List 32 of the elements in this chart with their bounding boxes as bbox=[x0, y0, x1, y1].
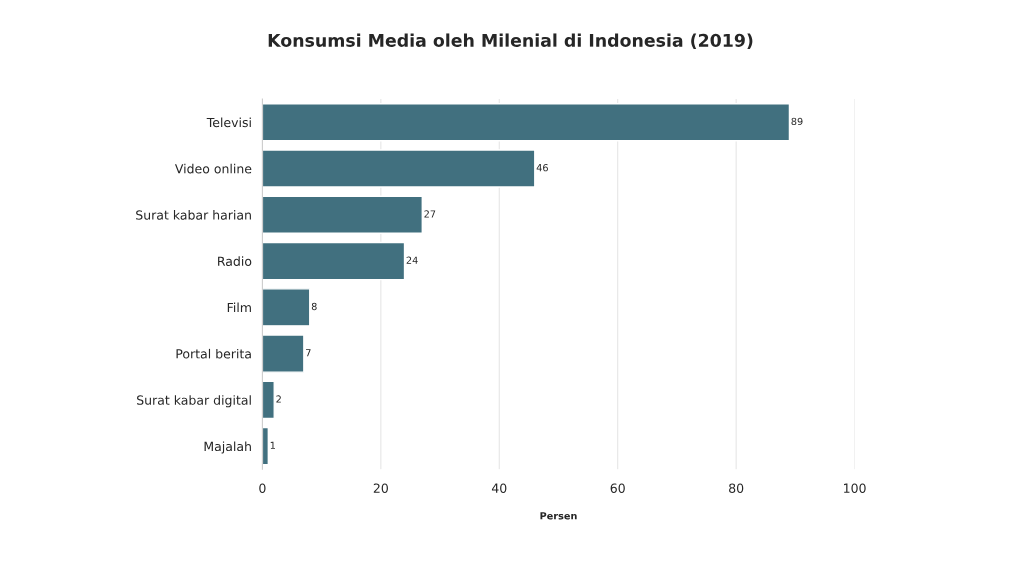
y-tick-label: Televisi bbox=[206, 117, 251, 128]
y-tick-label: Surat kabar digital bbox=[137, 395, 251, 408]
y-tick-label: Surat kabar harian bbox=[136, 210, 251, 220]
data-label: 8 bbox=[311, 302, 317, 311]
data-label: 2 bbox=[276, 395, 281, 403]
bar bbox=[262, 195, 423, 235]
x-tick-label: 20 bbox=[373, 483, 388, 493]
data-label: 1 bbox=[270, 441, 275, 449]
bar bbox=[262, 380, 275, 420]
data-label: 27 bbox=[424, 210, 436, 218]
bar bbox=[262, 103, 791, 142]
bar bbox=[262, 288, 311, 327]
data-label: 89 bbox=[791, 117, 803, 126]
x-tick-label: 100 bbox=[844, 483, 866, 493]
x-tick-label: 40 bbox=[491, 483, 507, 493]
bar bbox=[262, 334, 305, 373]
x-tick-label: 80 bbox=[729, 483, 744, 493]
y-tick-label: Film bbox=[227, 302, 251, 313]
y-tick-label: Portal berita bbox=[176, 348, 251, 359]
bar bbox=[262, 149, 536, 188]
data-label: 46 bbox=[536, 163, 548, 172]
chart-title: Konsumsi Media oleh Milenial di Indonesia (2019) bbox=[268, 33, 753, 49]
data-label: 24 bbox=[406, 256, 418, 264]
bar bbox=[262, 241, 406, 281]
data-label: 7 bbox=[306, 349, 311, 357]
y-tick-label: Radio bbox=[218, 256, 252, 266]
x-tick-label: 0 bbox=[259, 483, 266, 493]
y-tick-label: Majalah bbox=[204, 441, 251, 454]
bar bbox=[262, 426, 270, 466]
x-tick-label: 60 bbox=[610, 483, 625, 493]
y-tick-label: Video online bbox=[174, 163, 252, 174]
x-axis-title: Persen bbox=[540, 512, 577, 520]
